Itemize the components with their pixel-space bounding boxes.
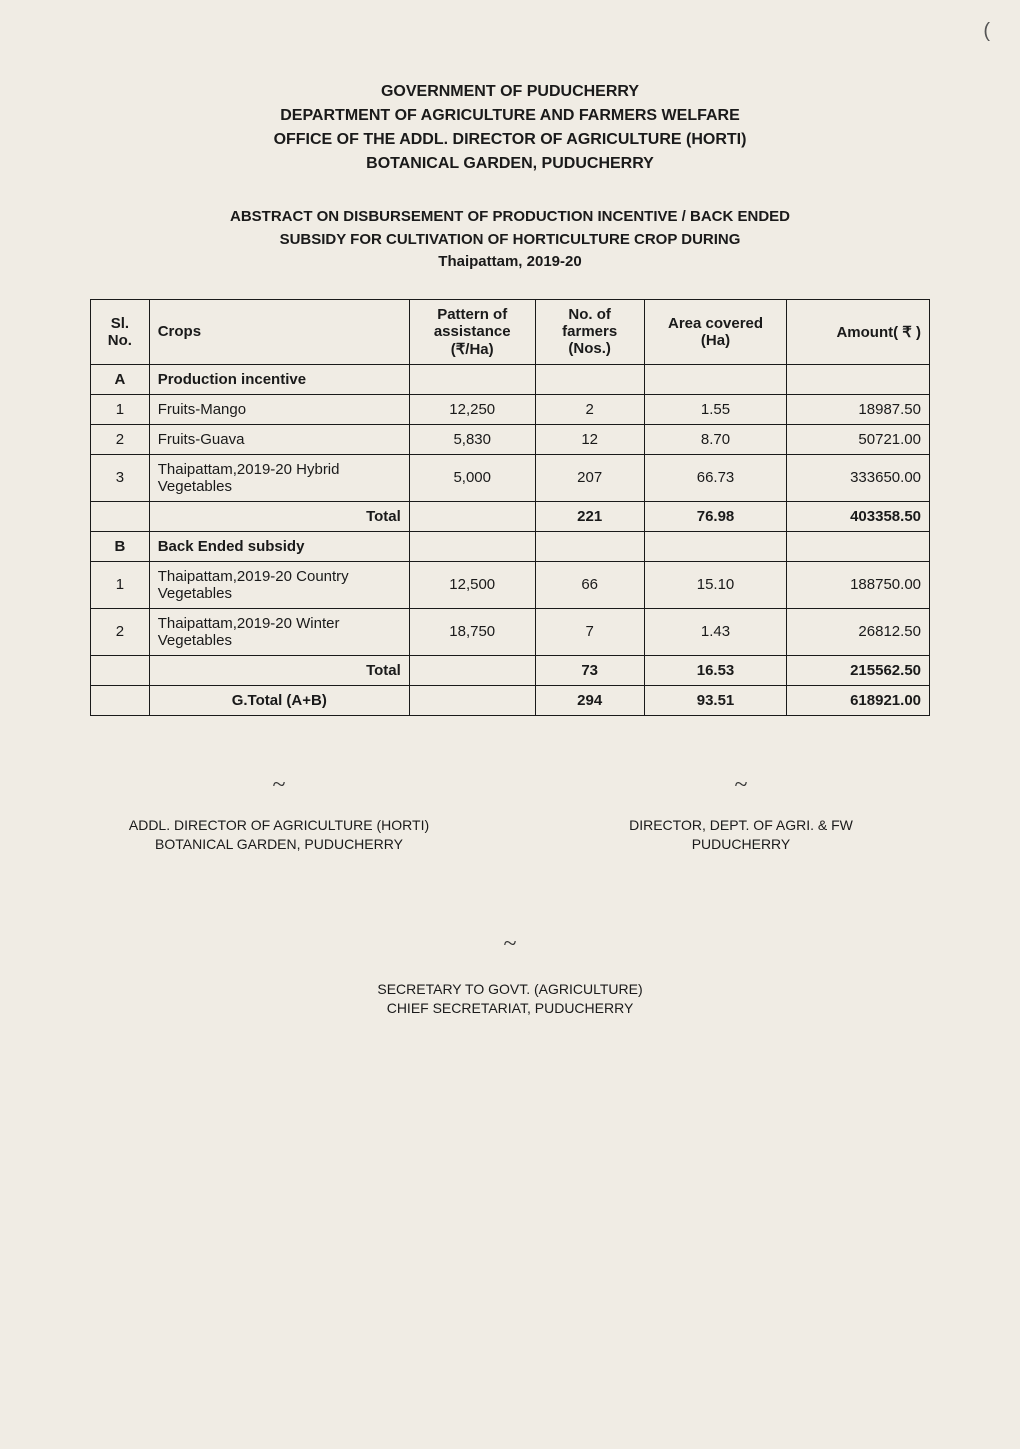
sig-left-line1: ADDL. DIRECTOR OF AGRICULTURE (HORTI) — [90, 816, 468, 836]
cell-sl: 2 — [91, 608, 150, 655]
cell-amount: 188750.00 — [787, 561, 930, 608]
table-row: 2 Fruits-Guava 5,830 12 8.70 50721.00 — [91, 424, 930, 454]
th-crops: Crops — [149, 299, 409, 364]
header-line-3: OFFICE OF THE ADDL. DIRECTOR OF AGRICULT… — [90, 128, 930, 152]
table-row: 3 Thaipattam,2019-20 Hybrid Vegetables 5… — [91, 454, 930, 501]
cell-pattern: 12,250 — [409, 394, 535, 424]
data-table: Sl. No. Crops Pattern of assistance (₹/H… — [90, 299, 930, 716]
header-line-1: GOVERNMENT OF PUDUCHERRY — [90, 80, 930, 104]
subtitle-line-2: SUBSIDY FOR CULTIVATION OF HORTICULTURE … — [90, 229, 930, 252]
cell-farmers: 207 — [535, 454, 644, 501]
cell-crops: Fruits-Guava — [149, 424, 409, 454]
section-a-title: Production incentive — [149, 364, 409, 394]
signature-mark-bottom: ~ — [90, 915, 930, 975]
sig-right-line1: DIRECTOR, DEPT. OF AGRI. & FW — [552, 816, 930, 836]
sig-right-line2: PUDUCHERRY — [552, 835, 930, 855]
cell-pattern: 18,750 — [409, 608, 535, 655]
signature-left: ~ ADDL. DIRECTOR OF AGRICULTURE (HORTI) … — [90, 756, 468, 855]
signature-mark-right: ~ — [552, 756, 930, 816]
cell-farmers: 66 — [535, 561, 644, 608]
grand-total-area: 93.51 — [644, 685, 787, 715]
grand-total-row: G.Total (A+B) 294 93.51 618921.00 — [91, 685, 930, 715]
header-line-2: DEPARTMENT OF AGRICULTURE AND FARMERS WE… — [90, 104, 930, 128]
document-subtitle: ABSTRACT ON DISBURSEMENT OF PRODUCTION I… — [90, 206, 930, 274]
sig-bottom-line2: CHIEF SECRETARIAT, PUDUCHERRY — [90, 999, 930, 1019]
subtitle-line-1: ABSTRACT ON DISBURSEMENT OF PRODUCTION I… — [90, 206, 930, 229]
sig-bottom-line1: SECRETARY TO GOVT. (AGRICULTURE) — [90, 980, 930, 1000]
cell-area: 15.10 — [644, 561, 787, 608]
total-farmers: 73 — [535, 655, 644, 685]
section-b-total: Total 73 16.53 215562.50 — [91, 655, 930, 685]
th-amount: Amount( ₹ ) — [787, 299, 930, 364]
signature-right: ~ DIRECTOR, DEPT. OF AGRI. & FW PUDUCHER… — [552, 756, 930, 855]
cell-farmers: 7 — [535, 608, 644, 655]
grand-total-amount: 618921.00 — [787, 685, 930, 715]
total-amount: 215562.50 — [787, 655, 930, 685]
cell-amount: 50721.00 — [787, 424, 930, 454]
signature-mark-left: ~ — [90, 756, 468, 816]
cell-area: 1.43 — [644, 608, 787, 655]
cell-amount: 18987.50 — [787, 394, 930, 424]
grand-total-label: G.Total (A+B) — [149, 685, 409, 715]
signature-bottom: ~ SECRETARY TO GOVT. (AGRICULTURE) CHIEF… — [90, 915, 930, 1019]
total-amount: 403358.50 — [787, 501, 930, 531]
th-pattern: Pattern of assistance (₹/Ha) — [409, 299, 535, 364]
section-b-title: Back Ended subsidy — [149, 531, 409, 561]
th-area: Area covered (Ha) — [644, 299, 787, 364]
table-row: 1 Thaipattam,2019-20 Country Vegetables … — [91, 561, 930, 608]
cell-farmers: 2 — [535, 394, 644, 424]
corner-mark: ( — [983, 20, 990, 43]
cell-sl: 1 — [91, 561, 150, 608]
cell-pattern: 5,830 — [409, 424, 535, 454]
subtitle-line-3: Thaipattam, 2019-20 — [90, 251, 930, 274]
cell-area: 1.55 — [644, 394, 787, 424]
cell-crops: Thaipattam,2019-20 Hybrid Vegetables — [149, 454, 409, 501]
grand-total-farmers: 294 — [535, 685, 644, 715]
section-a-total: Total 221 76.98 403358.50 — [91, 501, 930, 531]
cell-amount: 333650.00 — [787, 454, 930, 501]
section-a-label: A — [91, 364, 150, 394]
table-row: 2 Thaipattam,2019-20 Winter Vegetables 1… — [91, 608, 930, 655]
total-area: 16.53 — [644, 655, 787, 685]
section-b-header: B Back Ended subsidy — [91, 531, 930, 561]
table-header-row: Sl. No. Crops Pattern of assistance (₹/H… — [91, 299, 930, 364]
cell-sl: 2 — [91, 424, 150, 454]
th-farmers: No. of farmers (Nos.) — [535, 299, 644, 364]
cell-pattern: 12,500 — [409, 561, 535, 608]
section-b-label: B — [91, 531, 150, 561]
total-farmers: 221 — [535, 501, 644, 531]
cell-area: 66.73 — [644, 454, 787, 501]
total-label: Total — [149, 501, 409, 531]
table-row: 1 Fruits-Mango 12,250 2 1.55 18987.50 — [91, 394, 930, 424]
cell-pattern: 5,000 — [409, 454, 535, 501]
cell-sl: 3 — [91, 454, 150, 501]
signatures-row: ~ ADDL. DIRECTOR OF AGRICULTURE (HORTI) … — [90, 756, 930, 855]
cell-amount: 26812.50 — [787, 608, 930, 655]
cell-crops: Thaipattam,2019-20 Country Vegetables — [149, 561, 409, 608]
cell-sl: 1 — [91, 394, 150, 424]
sig-left-line2: BOTANICAL GARDEN, PUDUCHERRY — [90, 835, 468, 855]
cell-crops: Fruits-Mango — [149, 394, 409, 424]
total-label: Total — [149, 655, 409, 685]
cell-crops: Thaipattam,2019-20 Winter Vegetables — [149, 608, 409, 655]
cell-area: 8.70 — [644, 424, 787, 454]
th-sl: Sl. No. — [91, 299, 150, 364]
header-line-4: BOTANICAL GARDEN, PUDUCHERRY — [90, 152, 930, 176]
total-area: 76.98 — [644, 501, 787, 531]
document-header: GOVERNMENT OF PUDUCHERRY DEPARTMENT OF A… — [90, 80, 930, 176]
cell-farmers: 12 — [535, 424, 644, 454]
section-a-header: A Production incentive — [91, 364, 930, 394]
